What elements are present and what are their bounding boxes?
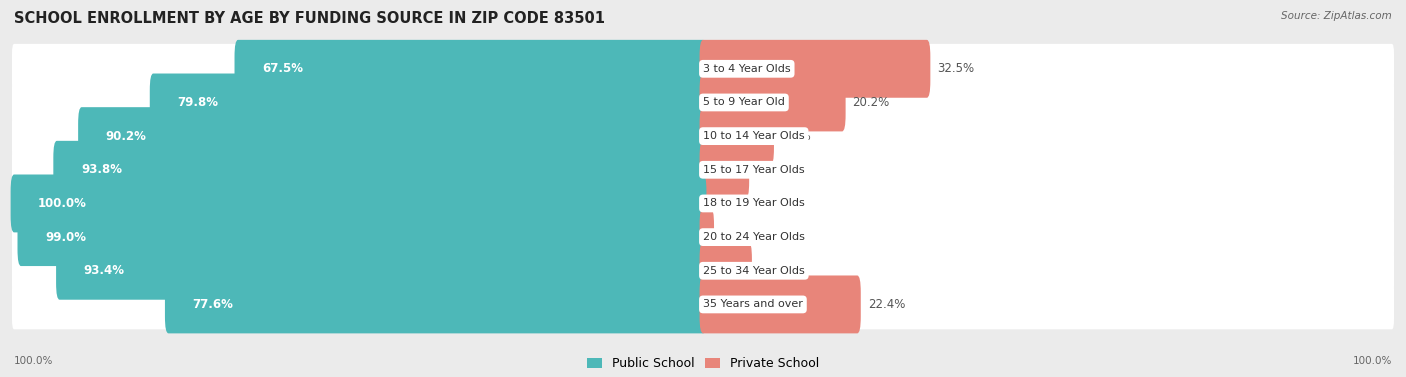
Legend: Public School, Private School: Public School, Private School: [585, 355, 821, 372]
Text: SCHOOL ENROLLMENT BY AGE BY FUNDING SOURCE IN ZIP CODE 83501: SCHOOL ENROLLMENT BY AGE BY FUNDING SOUR…: [14, 11, 605, 26]
Text: 99.0%: 99.0%: [45, 231, 86, 244]
FancyBboxPatch shape: [17, 208, 706, 266]
Text: 5 to 9 Year Old: 5 to 9 Year Old: [703, 98, 785, 107]
FancyBboxPatch shape: [13, 44, 1393, 94]
Text: 15 to 17 Year Olds: 15 to 17 Year Olds: [703, 165, 804, 175]
FancyBboxPatch shape: [700, 276, 860, 333]
Text: 6.2%: 6.2%: [756, 163, 786, 176]
FancyBboxPatch shape: [13, 145, 1393, 195]
FancyBboxPatch shape: [165, 276, 706, 333]
Text: 9.8%: 9.8%: [780, 130, 811, 143]
FancyBboxPatch shape: [11, 175, 706, 232]
Text: 79.8%: 79.8%: [177, 96, 218, 109]
FancyBboxPatch shape: [700, 242, 752, 300]
FancyBboxPatch shape: [700, 74, 845, 132]
FancyBboxPatch shape: [700, 141, 749, 199]
Text: 93.4%: 93.4%: [83, 264, 125, 277]
FancyBboxPatch shape: [150, 74, 706, 132]
Text: 22.4%: 22.4%: [868, 298, 905, 311]
Text: 20 to 24 Year Olds: 20 to 24 Year Olds: [703, 232, 804, 242]
Text: 20.2%: 20.2%: [852, 96, 890, 109]
Text: 25 to 34 Year Olds: 25 to 34 Year Olds: [703, 266, 804, 276]
Text: 77.6%: 77.6%: [193, 298, 233, 311]
Text: 1.1%: 1.1%: [721, 231, 751, 244]
Text: 67.5%: 67.5%: [262, 62, 304, 75]
Text: 35 Years and over: 35 Years and over: [703, 299, 803, 310]
Text: 90.2%: 90.2%: [105, 130, 146, 143]
Text: 100.0%: 100.0%: [38, 197, 87, 210]
Text: 32.5%: 32.5%: [938, 62, 974, 75]
FancyBboxPatch shape: [13, 78, 1393, 127]
FancyBboxPatch shape: [700, 107, 773, 165]
Text: 18 to 19 Year Olds: 18 to 19 Year Olds: [703, 198, 804, 208]
FancyBboxPatch shape: [13, 279, 1393, 329]
FancyBboxPatch shape: [13, 111, 1393, 161]
FancyBboxPatch shape: [700, 40, 931, 98]
FancyBboxPatch shape: [53, 141, 706, 199]
FancyBboxPatch shape: [700, 208, 714, 266]
Text: Source: ZipAtlas.com: Source: ZipAtlas.com: [1281, 11, 1392, 21]
Text: 6.6%: 6.6%: [759, 264, 789, 277]
Text: 93.8%: 93.8%: [82, 163, 122, 176]
Text: 100.0%: 100.0%: [14, 356, 53, 366]
FancyBboxPatch shape: [13, 212, 1393, 262]
FancyBboxPatch shape: [13, 246, 1393, 296]
FancyBboxPatch shape: [79, 107, 706, 165]
FancyBboxPatch shape: [13, 179, 1393, 228]
Text: 3 to 4 Year Olds: 3 to 4 Year Olds: [703, 64, 790, 74]
Text: 0.0%: 0.0%: [713, 197, 742, 210]
FancyBboxPatch shape: [235, 40, 706, 98]
FancyBboxPatch shape: [56, 242, 706, 300]
Text: 10 to 14 Year Olds: 10 to 14 Year Olds: [703, 131, 804, 141]
Text: 100.0%: 100.0%: [1353, 356, 1392, 366]
